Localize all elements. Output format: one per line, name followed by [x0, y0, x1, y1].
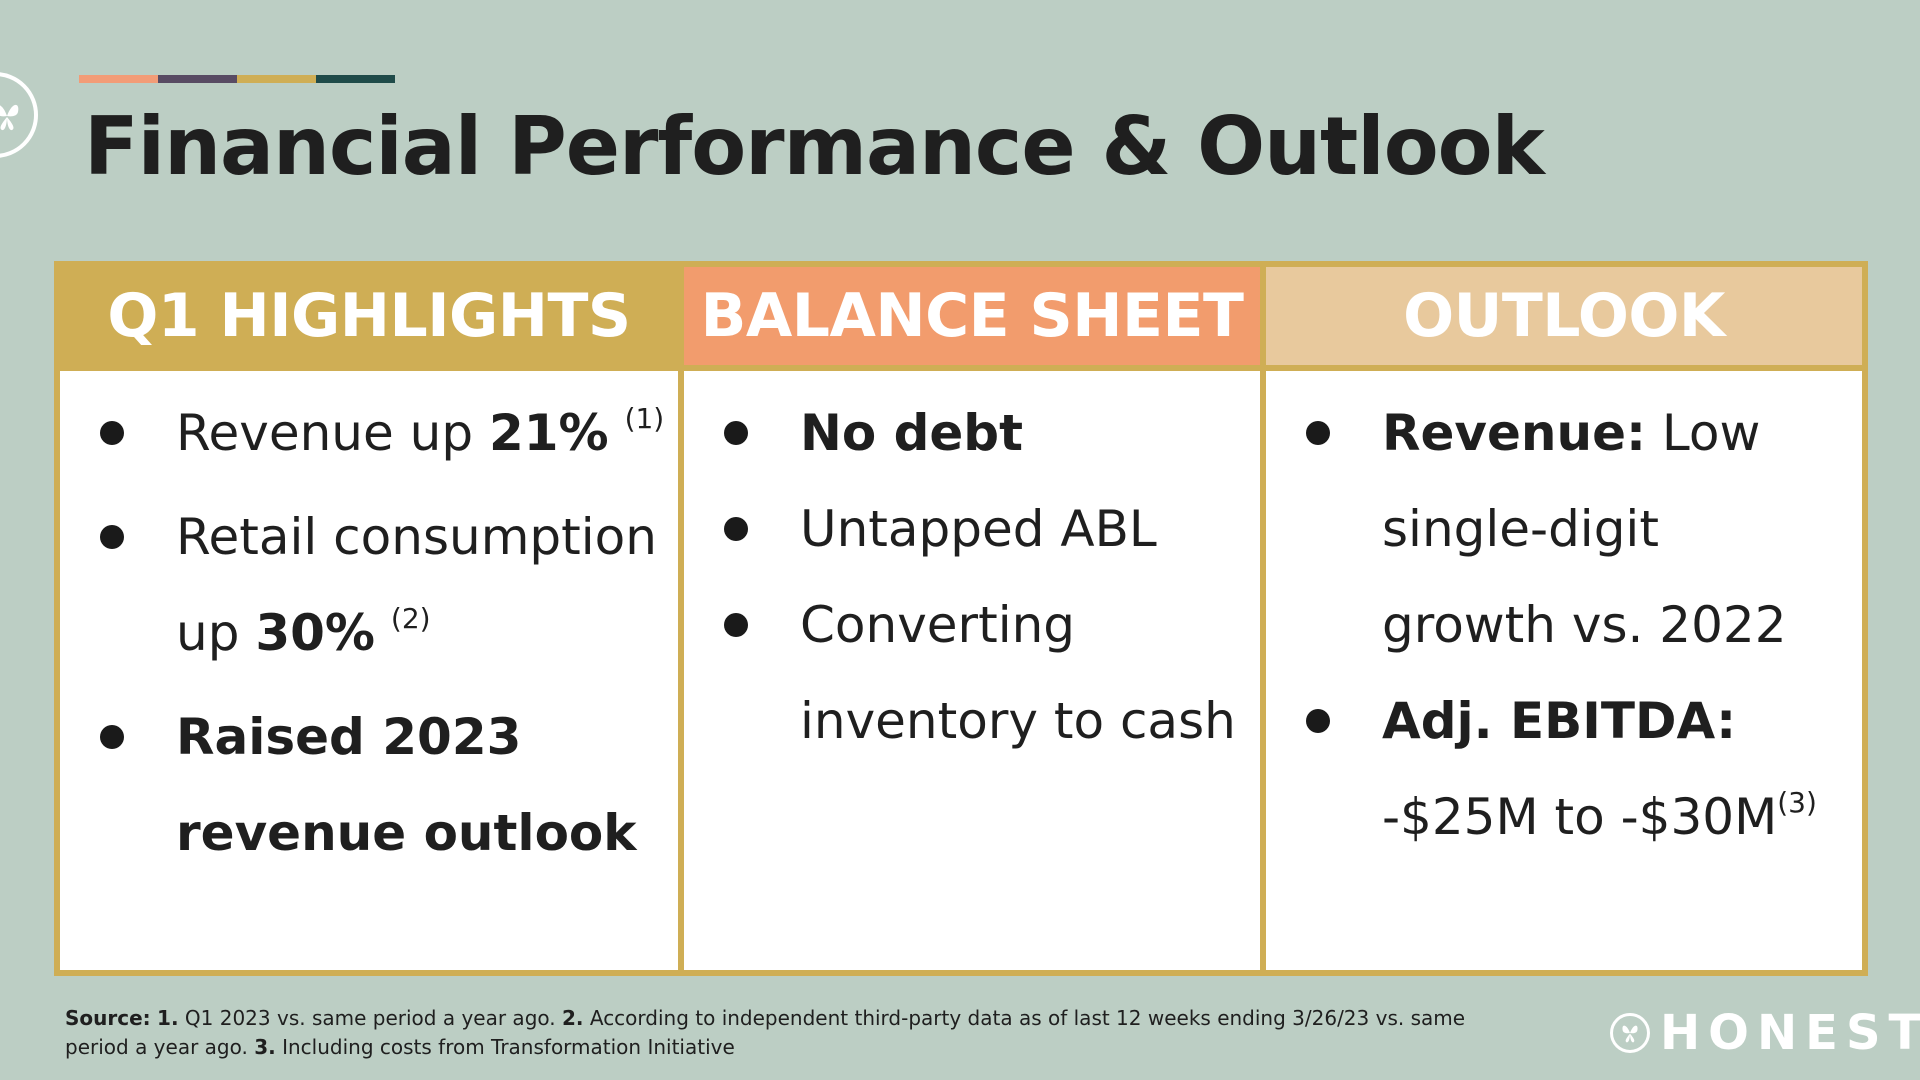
column-balance-sheet: BALANCE SHEET No debt Untapped ABL Conve… — [684, 267, 1266, 970]
bullet-icon — [724, 421, 748, 445]
corner-logo — [0, 72, 38, 158]
page-title: Financial Performance & Outlook — [84, 100, 1545, 193]
bullet-text: up — [176, 604, 256, 662]
bullet-text: Converting — [800, 596, 1076, 654]
bullet-bold-text: Adj. EBITDA: — [1382, 692, 1737, 750]
bullet-icon — [724, 517, 748, 541]
accent-segment-teal — [316, 75, 395, 83]
butterfly-icon — [0, 104, 19, 131]
bullet-icon — [100, 725, 124, 749]
bullet-bold-text: Raised 2023 — [176, 708, 522, 766]
bullet-text: Retail consumption — [176, 508, 657, 566]
column-q1-highlights: Q1 HIGHLIGHTS Revenue up 21% (1) Retail … — [60, 267, 684, 970]
bullet-text: Low — [1646, 404, 1761, 462]
list-item: Retail consumption up 30% (2) — [60, 489, 678, 689]
list-item: Revenue up 21% (1) — [60, 385, 678, 489]
accent-segment-gold — [237, 75, 316, 83]
bullet-icon — [1306, 421, 1330, 445]
summary-panel: Q1 HIGHLIGHTS Revenue up 21% (1) Retail … — [54, 261, 1868, 976]
source-footnote: Source: 1. Q1 2023 vs. same period a yea… — [65, 1004, 1505, 1062]
accent-segment-plum — [158, 75, 237, 83]
list-item: Untapped ABL — [684, 481, 1260, 577]
butterfly-icon — [1610, 1013, 1650, 1053]
brand-name: HONEST — [1660, 1005, 1920, 1061]
bullet-bold-text: 21% — [488, 404, 609, 462]
bullet-list: No debt Untapped ABL Converting inventor… — [684, 385, 1260, 769]
bullet-text: growth vs. 2022 — [1382, 596, 1787, 654]
bullet-icon — [724, 613, 748, 637]
footnote-text: Including costs from Transformation Init… — [275, 1035, 735, 1059]
bullet-text: Untapped ABL — [800, 500, 1157, 558]
footnote-number: 1. — [157, 1006, 179, 1030]
footnote-label: Source: — [65, 1006, 151, 1030]
bullet-bold-text: Revenue: — [1382, 404, 1647, 462]
bullet-text — [609, 404, 625, 462]
bullet-text: -$25M to -$30M — [1382, 788, 1778, 846]
footnote-text: According to independent third-party dat… — [65, 1006, 1466, 1059]
bullet-text: single-digit — [1382, 500, 1659, 558]
bullet-text: inventory to cash — [800, 692, 1236, 750]
footnote-number: 3. — [254, 1035, 276, 1059]
bullet-list: Revenue up 21% (1) Retail consumption up… — [60, 385, 678, 881]
column-outlook: OUTLOOK Revenue: Low single-digit growth… — [1266, 267, 1862, 970]
accent-color-bar — [79, 75, 395, 83]
bullet-icon — [1306, 709, 1330, 733]
bullet-bold-text: No debt — [800, 404, 1023, 462]
accent-segment-salmon — [79, 75, 158, 83]
brand-logo: HONEST — [1610, 1005, 1920, 1061]
list-item: Converting inventory to cash — [684, 577, 1260, 769]
column-heading: Q1 HIGHLIGHTS — [60, 267, 678, 371]
list-item: No debt — [684, 385, 1260, 481]
bullet-text: Revenue up — [176, 404, 489, 462]
column-heading: OUTLOOK — [1266, 267, 1862, 371]
footnote-number: 2. — [561, 1006, 584, 1030]
footnote-ref: (3) — [1777, 786, 1817, 819]
bullet-bold-text: 30% — [255, 604, 376, 662]
list-item: Revenue: Low single-digit growth vs. 202… — [1266, 385, 1862, 673]
bullet-list: Revenue: Low single-digit growth vs. 202… — [1266, 385, 1862, 873]
bullet-text — [375, 604, 391, 662]
bullet-icon — [100, 421, 124, 445]
bullet-icon — [100, 525, 124, 549]
bullet-bold-text: revenue outlook — [176, 804, 637, 862]
footnote-ref: (1) — [624, 402, 665, 435]
footnote-ref: (2) — [390, 602, 431, 635]
footnote-text: Q1 2023 vs. same period a year ago. — [178, 1006, 562, 1030]
list-item: Raised 2023 revenue outlook — [60, 689, 678, 881]
list-item: Adj. EBITDA: -$25M to -$30M(3) — [1266, 673, 1862, 873]
column-heading: BALANCE SHEET — [684, 267, 1260, 371]
